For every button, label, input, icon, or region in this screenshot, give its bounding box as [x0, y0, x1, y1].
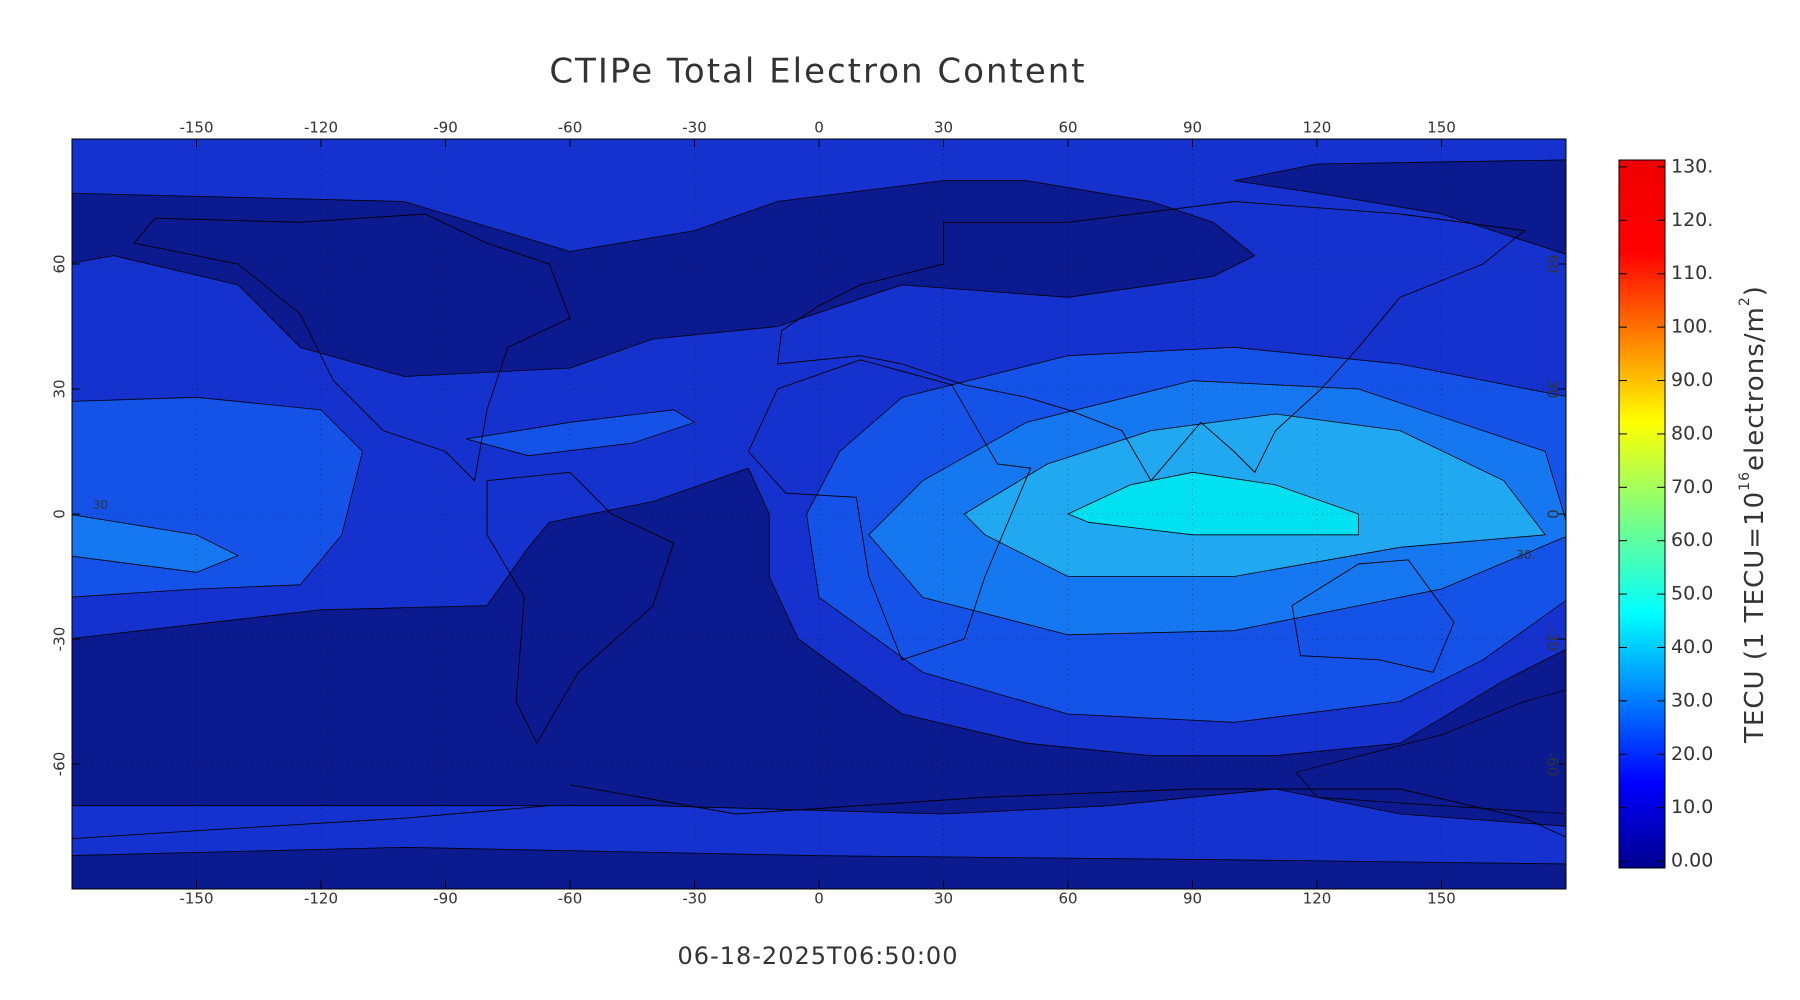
y-tick-label: 60: [1544, 254, 1562, 273]
colorbar-tick-label: 40.0: [1671, 636, 1713, 658]
colorbar-tick-label: 110.: [1671, 262, 1713, 284]
colorbar-tick-label: 130.: [1671, 155, 1713, 177]
x-tick-label: -90: [433, 890, 458, 908]
x-tick-label: 60: [1058, 119, 1077, 137]
x-tick-label: 90: [1183, 119, 1202, 137]
x-tick-label: -30: [682, 119, 707, 137]
x-tick-label: -60: [558, 890, 583, 908]
colorbar-tick-label: 80.0: [1671, 422, 1713, 444]
contour-label: 30.: [1516, 548, 1535, 562]
x-tick-label: -150: [179, 119, 213, 137]
y-tick-label: -60: [51, 752, 69, 777]
colorbar-tick-label: 70.0: [1671, 476, 1713, 498]
x-tick-label: 90: [1183, 890, 1202, 908]
colorbar-tick-label: 120.: [1671, 209, 1713, 231]
contour-region: [72, 181, 1255, 377]
colorbar-ticks: 0.00 10.0 20.0 30.0 40.0 50.0 60.0 70.0 80.0 90.0…: [1619, 155, 1713, 872]
coastlines: [68, 201, 1570, 839]
coastline: [1292, 560, 1454, 673]
x-tick-label: -90: [433, 119, 458, 137]
y-tick-label: -60: [1544, 752, 1562, 777]
contour-region: [1296, 689, 1566, 814]
coastline: [778, 201, 1525, 480]
x-tick-label: 30: [934, 119, 953, 137]
y-tick-label: 60: [51, 254, 69, 273]
x-tick-label: 60: [1058, 890, 1077, 908]
contour-label: 30: [93, 498, 108, 512]
map-field: [68, 139, 1570, 889]
coastline: [487, 472, 674, 743]
colorbar-tick-label: 60.0: [1671, 529, 1713, 551]
coastline: [134, 214, 570, 481]
x-tick-label: 30: [934, 890, 953, 908]
x-tick-label: -120: [304, 890, 338, 908]
coastline: [748, 360, 1030, 660]
grid: [72, 139, 1566, 889]
x-tick-label: -120: [304, 119, 338, 137]
colorbar-tick-label: 10.0: [1671, 796, 1713, 818]
colorbar-label: TECU (1 TECU=1016electrons/m2): [1737, 285, 1770, 744]
colorbar-tick-label: 0.00: [1671, 850, 1713, 872]
x-tick-label: 150: [1427, 119, 1456, 137]
x-tick-label: 150: [1427, 890, 1456, 908]
x-tick-label: -60: [558, 119, 583, 137]
contour-region: [466, 410, 694, 456]
colorbar-label-text: ): [1740, 285, 1770, 296]
colorbar-label-text: TECU (1 TECU=10: [1740, 491, 1770, 744]
y-tick-label: 0: [51, 509, 69, 519]
colorbar-label-superscript: 16: [1737, 471, 1753, 491]
contour-region: [72, 514, 238, 572]
contour-region: [72, 847, 1566, 889]
colorbar-tick-label: 20.0: [1671, 743, 1713, 765]
contour-region: [1234, 160, 1566, 256]
colorbar-label-text: electrons/m: [1740, 306, 1770, 471]
contours: [72, 160, 1566, 889]
x-tick-label: 120: [1303, 119, 1332, 137]
x-tick-label: -150: [179, 890, 213, 908]
colorbar-tick-label: 90.0: [1671, 369, 1713, 391]
timestamp: 06-18-2025T06:50:00: [678, 942, 959, 970]
x-tick-label: -30: [682, 890, 707, 908]
x-tick-label: 120: [1303, 890, 1332, 908]
contour-region: [72, 468, 1566, 826]
y-tick-label: -30: [1544, 627, 1562, 652]
colorbar-tick-label: 50.0: [1671, 583, 1713, 605]
colorbar-tick-label: 100.: [1671, 316, 1713, 338]
title: CTIPe Total Electron Content: [549, 52, 1086, 92]
colorbar: [1618, 159, 1666, 869]
y-tick-label: -30: [51, 627, 69, 652]
y-tick-label: 0: [1544, 509, 1562, 519]
map-ticks: -150 -150 -120 -120 -90 -90 -60 -60 -30 -30 0 0 30 30…: [51, 119, 1566, 908]
colorbar-label-superscript: 2: [1737, 296, 1753, 306]
x-tick-label: 0: [814, 119, 824, 137]
x-tick-label: 0: [814, 890, 824, 908]
colorbar-tick-label: 30.0: [1671, 689, 1713, 711]
y-tick-label: 30: [1544, 379, 1562, 398]
y-tick-label: 30: [51, 379, 69, 398]
